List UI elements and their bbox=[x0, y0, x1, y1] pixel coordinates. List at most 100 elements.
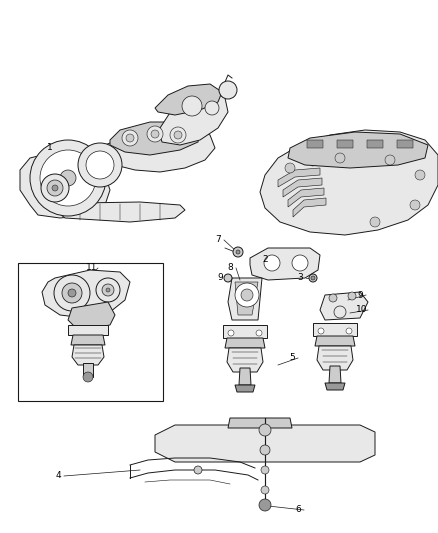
Circle shape bbox=[348, 292, 356, 300]
Polygon shape bbox=[317, 346, 353, 370]
Circle shape bbox=[41, 174, 69, 202]
Text: 3: 3 bbox=[297, 273, 303, 282]
Circle shape bbox=[182, 96, 202, 116]
Text: 8: 8 bbox=[227, 263, 233, 272]
Circle shape bbox=[260, 445, 270, 455]
Circle shape bbox=[106, 288, 110, 292]
Circle shape bbox=[410, 200, 420, 210]
Circle shape bbox=[233, 247, 243, 257]
Circle shape bbox=[174, 131, 182, 139]
Polygon shape bbox=[313, 323, 357, 336]
Polygon shape bbox=[320, 292, 368, 320]
Circle shape bbox=[334, 306, 346, 318]
Circle shape bbox=[78, 143, 122, 187]
Polygon shape bbox=[110, 122, 200, 155]
Circle shape bbox=[68, 289, 76, 297]
Polygon shape bbox=[260, 130, 438, 235]
Circle shape bbox=[86, 151, 114, 179]
Polygon shape bbox=[310, 148, 330, 166]
Polygon shape bbox=[293, 198, 326, 217]
Polygon shape bbox=[288, 188, 324, 207]
Polygon shape bbox=[366, 148, 386, 166]
Polygon shape bbox=[397, 140, 413, 148]
Polygon shape bbox=[288, 132, 428, 168]
Circle shape bbox=[370, 217, 380, 227]
Circle shape bbox=[256, 330, 262, 336]
Polygon shape bbox=[338, 148, 358, 166]
Polygon shape bbox=[307, 140, 323, 148]
Polygon shape bbox=[68, 325, 108, 335]
Polygon shape bbox=[278, 168, 320, 187]
Polygon shape bbox=[235, 282, 258, 315]
Circle shape bbox=[309, 274, 317, 282]
Circle shape bbox=[346, 328, 352, 334]
Circle shape bbox=[335, 153, 345, 163]
Polygon shape bbox=[367, 140, 383, 148]
Circle shape bbox=[151, 130, 159, 138]
Text: 4: 4 bbox=[55, 472, 61, 481]
Circle shape bbox=[241, 289, 253, 301]
Circle shape bbox=[96, 278, 120, 302]
Polygon shape bbox=[71, 335, 105, 345]
Circle shape bbox=[30, 140, 106, 216]
Polygon shape bbox=[235, 385, 255, 392]
Polygon shape bbox=[223, 325, 267, 338]
Polygon shape bbox=[227, 348, 263, 372]
Polygon shape bbox=[72, 345, 104, 365]
Circle shape bbox=[40, 150, 96, 206]
Polygon shape bbox=[68, 302, 115, 330]
Polygon shape bbox=[228, 418, 292, 428]
Circle shape bbox=[102, 284, 114, 296]
Text: 7: 7 bbox=[215, 236, 221, 245]
Circle shape bbox=[318, 328, 324, 334]
Circle shape bbox=[219, 81, 237, 99]
Circle shape bbox=[259, 424, 271, 436]
Polygon shape bbox=[155, 425, 375, 462]
Circle shape bbox=[228, 330, 234, 336]
Text: 10: 10 bbox=[356, 305, 368, 314]
Polygon shape bbox=[239, 368, 251, 385]
Circle shape bbox=[264, 255, 280, 271]
Polygon shape bbox=[329, 366, 341, 383]
Text: 11: 11 bbox=[86, 263, 98, 272]
Circle shape bbox=[224, 274, 232, 282]
Circle shape bbox=[292, 255, 308, 271]
Circle shape bbox=[60, 170, 76, 186]
Circle shape bbox=[205, 101, 219, 115]
Circle shape bbox=[170, 127, 186, 143]
Polygon shape bbox=[250, 248, 320, 280]
Bar bbox=[18, 263, 163, 401]
Polygon shape bbox=[160, 92, 228, 145]
Polygon shape bbox=[20, 153, 110, 218]
Circle shape bbox=[236, 250, 240, 254]
Circle shape bbox=[259, 499, 271, 511]
Circle shape bbox=[261, 486, 269, 494]
Polygon shape bbox=[95, 128, 215, 172]
Polygon shape bbox=[325, 383, 345, 390]
Text: 9: 9 bbox=[357, 290, 363, 300]
Polygon shape bbox=[228, 278, 262, 320]
Polygon shape bbox=[337, 140, 353, 148]
Circle shape bbox=[52, 185, 58, 191]
Circle shape bbox=[261, 466, 269, 474]
Circle shape bbox=[126, 134, 134, 142]
Circle shape bbox=[122, 130, 138, 146]
Circle shape bbox=[54, 275, 90, 311]
Polygon shape bbox=[55, 202, 185, 222]
Polygon shape bbox=[83, 363, 93, 377]
Circle shape bbox=[329, 294, 337, 302]
Text: 2: 2 bbox=[262, 255, 268, 264]
Text: 6: 6 bbox=[295, 505, 301, 514]
Circle shape bbox=[83, 372, 93, 382]
Circle shape bbox=[311, 276, 315, 280]
Circle shape bbox=[285, 163, 295, 173]
Circle shape bbox=[62, 283, 82, 303]
Circle shape bbox=[147, 126, 163, 142]
Polygon shape bbox=[42, 270, 130, 318]
Circle shape bbox=[194, 466, 202, 474]
Polygon shape bbox=[283, 178, 322, 197]
Text: 5: 5 bbox=[289, 353, 295, 362]
Text: 9: 9 bbox=[217, 272, 223, 281]
Circle shape bbox=[47, 180, 63, 196]
Circle shape bbox=[415, 170, 425, 180]
